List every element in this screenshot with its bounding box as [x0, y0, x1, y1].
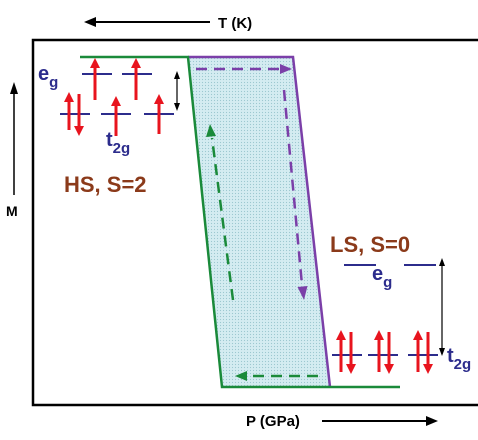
spin-up-arrow [64, 92, 74, 130]
ls-t2g-label: t2g [447, 345, 471, 373]
spin-up-arrow [90, 58, 100, 100]
hs-dashed-path [206, 124, 318, 381]
spin-up-arrow [413, 330, 423, 372]
bottom-axis-arrowhead [426, 416, 438, 426]
ls-eg-label: eg [372, 263, 392, 291]
hs-gap-arrowhead-up [174, 71, 180, 79]
ls-level-gap-marker [439, 258, 445, 356]
top-axis: T (K) [84, 15, 252, 32]
spin-down-arrow [384, 332, 394, 374]
hs-level-gap-marker [174, 71, 180, 111]
left-axis: M [6, 82, 18, 219]
spin-up-arrow [111, 96, 121, 136]
bottom-axis: P (GPa) [246, 413, 438, 430]
hs-configuration: eg t2g HS, S=2 [38, 58, 180, 197]
spin-up-arrow [374, 330, 384, 372]
spin-up-arrow [336, 330, 346, 372]
ls-gap-arrowhead-down [439, 348, 445, 356]
ls-state-label: LS, S=0 [330, 232, 410, 257]
hysteresis-region [188, 57, 330, 387]
hs-dash-side [210, 137, 235, 301]
ls-dash-side [282, 89, 304, 286]
ls-dash-side-arrowhead [297, 286, 308, 300]
hs-spin-arrows [64, 58, 164, 136]
spin-down-arrow [74, 94, 84, 136]
left-axis-arrowhead [10, 82, 18, 94]
ls-configuration: LS, S=0 eg t2g [330, 232, 471, 374]
ls-gap-arrowhead-up [439, 258, 445, 266]
top-axis-label: T (K) [218, 15, 252, 32]
hs-curve [80, 55, 400, 389]
plot-frame [31, 38, 478, 407]
spin-up-arrow [154, 94, 164, 134]
ls-dash-top-arrowhead [280, 64, 292, 74]
top-axis-arrowhead [84, 17, 96, 27]
ls-dashed-path [196, 64, 308, 300]
hs-t2g-label: t2g [106, 129, 130, 157]
spin-down-arrow [346, 332, 356, 374]
spin-down-arrow [423, 332, 433, 374]
ls-spin-arrows [336, 330, 433, 374]
hs-state-label: HS, S=2 [64, 172, 147, 197]
hs-gap-arrowhead-down [174, 103, 180, 111]
spin-up-arrow [131, 58, 141, 100]
bottom-axis-label: P (GPa) [246, 413, 300, 430]
ls-curve [188, 55, 332, 388]
left-axis-label: M [6, 203, 18, 219]
hs-dash-side-arrowhead [206, 124, 216, 137]
hs-eg-label: eg [38, 63, 58, 91]
hs-dash-bottom-arrowhead [235, 371, 247, 381]
